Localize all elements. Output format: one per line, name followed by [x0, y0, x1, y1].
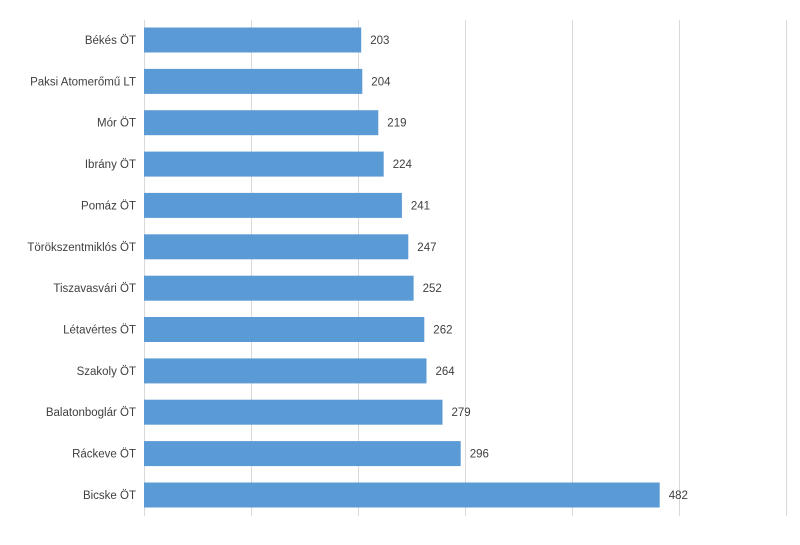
category-label: Ibrány ÖT	[85, 159, 136, 171]
value-label: 241	[411, 200, 430, 212]
value-labels: 203 204 219 224 241 247 252 262 264 279 296 482	[370, 35, 688, 502]
category-label: Ráckeve ÖT	[72, 449, 136, 461]
category-label: Pomáz ÖT	[81, 200, 136, 212]
value-label: 252	[423, 283, 442, 295]
bar	[144, 151, 384, 177]
value-label: 264	[436, 366, 456, 378]
category-label: Törökszentmiklós ÖT	[27, 242, 136, 254]
bar	[144, 358, 427, 384]
bars	[144, 27, 660, 508]
value-label: 224	[393, 159, 413, 171]
value-label: 482	[669, 490, 688, 502]
bar	[144, 27, 362, 53]
category-label: Paksi Atomerőmű LT	[30, 76, 136, 88]
bar	[144, 482, 660, 508]
category-label: Szakoly ÖT	[77, 366, 136, 378]
bar	[144, 399, 443, 425]
value-label: 203	[370, 35, 389, 47]
category-label: Mór ÖT	[97, 118, 136, 130]
category-label: Tiszavasvári ÖT	[53, 283, 136, 295]
category-label: Balatonboglár ÖT	[46, 407, 136, 419]
bar	[144, 275, 414, 301]
value-label: 279	[452, 407, 471, 419]
value-label: 204	[371, 76, 391, 88]
value-label: 262	[433, 325, 452, 337]
gridlines	[144, 20, 787, 516]
category-label: Bicske ÖT	[83, 490, 136, 502]
value-label: 247	[417, 242, 436, 254]
bar	[144, 192, 402, 218]
category-label: Békés ÖT	[85, 35, 136, 47]
bar	[144, 234, 409, 260]
category-labels: Békés ÖT Paksi Atomerőmű LT Mór ÖT Ibrány Ö…	[27, 35, 136, 502]
bar	[144, 441, 461, 467]
value-label: 296	[470, 449, 489, 461]
bar	[144, 110, 379, 136]
value-label: 219	[387, 118, 406, 130]
bar	[144, 68, 363, 94]
bar	[144, 317, 425, 342]
category-label: Létavértes ÖT	[63, 325, 136, 337]
